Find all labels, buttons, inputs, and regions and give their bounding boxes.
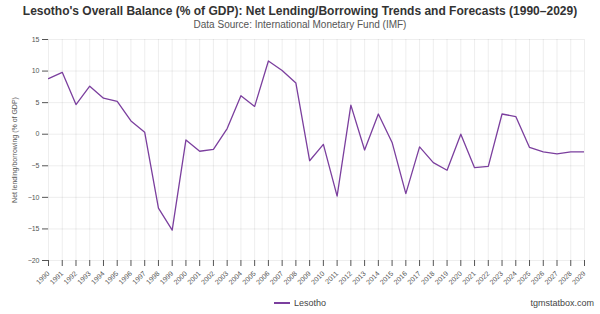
svg-text:2029: 2029	[571, 270, 587, 286]
svg-text:1996: 1996	[117, 270, 133, 286]
svg-text:2013: 2013	[351, 270, 367, 286]
html-text:tgmstatbox.com: tgmstatbox.com	[530, 298, 594, 308]
svg-text:1992: 1992	[62, 270, 78, 286]
svg-text:2021: 2021	[461, 270, 477, 286]
svg-text:2015: 2015	[378, 270, 394, 286]
svg-text:1995: 1995	[104, 270, 120, 286]
svg-text:2027: 2027	[543, 270, 559, 286]
svg-text:1991: 1991	[49, 270, 65, 286]
svg-text:2003: 2003	[213, 270, 229, 286]
svg-text:2011: 2011	[324, 270, 340, 286]
svg-text:2010: 2010	[310, 270, 326, 286]
svg-text:1994: 1994	[90, 270, 106, 286]
svg-text:2012: 2012	[337, 270, 353, 286]
svg-text:2004: 2004	[227, 270, 243, 286]
svg-text:10: 10	[32, 67, 40, 74]
svg-text:2025: 2025	[516, 270, 532, 286]
svg-text:2009: 2009	[296, 270, 312, 286]
svg-text:2008: 2008	[282, 270, 298, 286]
svg-text:Net lending/borrowing (% of GD: Net lending/borrowing (% of GDP)	[11, 97, 19, 203]
svg-text:0: 0	[36, 130, 40, 137]
svg-text:2017: 2017	[406, 270, 422, 286]
svg-text:1997: 1997	[131, 270, 147, 286]
svg-text:1999: 1999	[159, 270, 175, 286]
svg-text:1998: 1998	[145, 270, 161, 286]
svg-text:2028: 2028	[557, 270, 573, 286]
svg-text:1990: 1990	[35, 270, 51, 286]
svg-text:2001: 2001	[186, 270, 202, 286]
svg-text:−10: −10	[28, 194, 40, 201]
svg-text:2026: 2026	[530, 270, 546, 286]
svg-text:2007: 2007	[268, 270, 284, 286]
svg-text:2022: 2022	[475, 270, 491, 286]
html-text:Lesotho's Overall Balance (% o: Lesotho's Overall Balance (% of GDP): Ne…	[22, 4, 578, 18]
svg-text:−20: −20	[28, 257, 40, 264]
svg-text:2016: 2016	[392, 270, 408, 286]
svg-text:1993: 1993	[76, 270, 92, 286]
svg-text:2005: 2005	[241, 270, 257, 286]
svg-text:2024: 2024	[502, 270, 518, 286]
svg-text:−15: −15	[28, 225, 40, 232]
html-text:Data Source: International Mon: Data Source: International Monetary Fund…	[193, 19, 407, 30]
svg-text:2020: 2020	[447, 270, 463, 286]
svg-text:2023: 2023	[488, 270, 504, 286]
html-text:Lesotho: Lesotho	[294, 298, 326, 308]
svg-text:5: 5	[36, 99, 40, 106]
svg-text:15: 15	[32, 36, 40, 43]
svg-text:2019: 2019	[433, 270, 449, 286]
svg-text:−5: −5	[32, 162, 40, 169]
svg-text:2014: 2014	[365, 270, 381, 286]
svg-text:2006: 2006	[255, 270, 271, 286]
svg-text:2000: 2000	[172, 270, 188, 286]
svg-text:2002: 2002	[200, 270, 216, 286]
svg-text:2018: 2018	[420, 270, 436, 286]
